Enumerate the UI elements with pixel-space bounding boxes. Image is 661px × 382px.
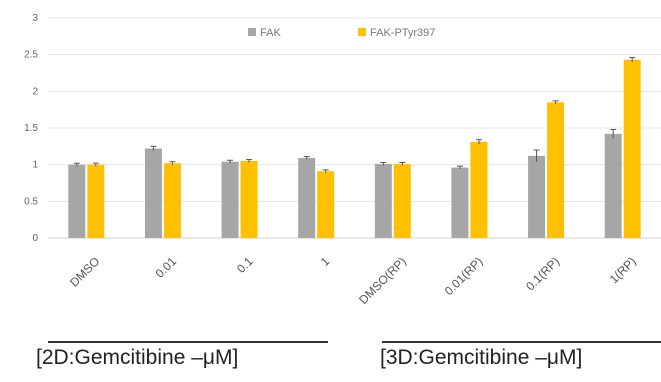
bar	[163, 163, 181, 238]
y-tick-label: 0	[32, 233, 38, 244]
y-axis: 0 0.5 1 1.5 2 2.5 3	[24, 13, 38, 244]
bar	[528, 155, 546, 238]
x-tick-label: 0.1	[234, 254, 256, 276]
bar	[470, 141, 488, 238]
bar	[240, 161, 258, 238]
bar	[298, 158, 316, 238]
bar	[221, 161, 239, 238]
group-underline-3d	[382, 341, 661, 343]
bar	[547, 102, 565, 238]
legend-label: FAK-PTyr397	[370, 27, 435, 39]
y-tick-label: 2.5	[24, 50, 38, 61]
group-label-2d: [2D:Gemcitibine –μM]	[36, 346, 239, 369]
y-tick-label: 1	[32, 160, 38, 171]
y-tick-label: 0.5	[24, 196, 38, 207]
bar	[451, 167, 469, 238]
x-axis: DMSO 0.01 0.1 1 DMSO(RP) 0.01(RP) 0.1(RP) 1(RP)	[67, 254, 639, 307]
y-tick-label: 3	[32, 13, 38, 24]
bar	[374, 163, 392, 238]
y-tick-label: 2	[32, 86, 38, 97]
bar	[393, 163, 411, 238]
bar	[623, 59, 641, 238]
legend-label: FAK	[260, 27, 281, 39]
x-tick-label: 0.01	[153, 254, 180, 281]
group-underline-2d	[48, 341, 328, 343]
group-label-3d: [3D:Gemcitibine –μM]	[380, 346, 583, 369]
y-tick-label: 1.5	[24, 123, 38, 134]
legend-swatch	[358, 28, 366, 36]
legend-swatch	[248, 28, 256, 36]
x-tick-label: DMSO(RP)	[356, 254, 409, 307]
bar	[317, 171, 335, 238]
x-tick-label: DMSO	[67, 254, 102, 289]
bar	[87, 164, 105, 238]
bar	[604, 133, 622, 238]
x-tick-label: 0.1(RP)	[523, 254, 562, 293]
bars	[68, 57, 641, 238]
x-tick-label: 1	[318, 254, 333, 269]
gridlines	[48, 17, 661, 239]
legend: FAK FAK-PTyr397	[248, 27, 435, 39]
bar	[144, 148, 162, 238]
bar	[68, 164, 86, 238]
x-tick-label: 1(RP)	[607, 254, 639, 286]
x-tick-label: 0.01(RP)	[442, 254, 486, 298]
